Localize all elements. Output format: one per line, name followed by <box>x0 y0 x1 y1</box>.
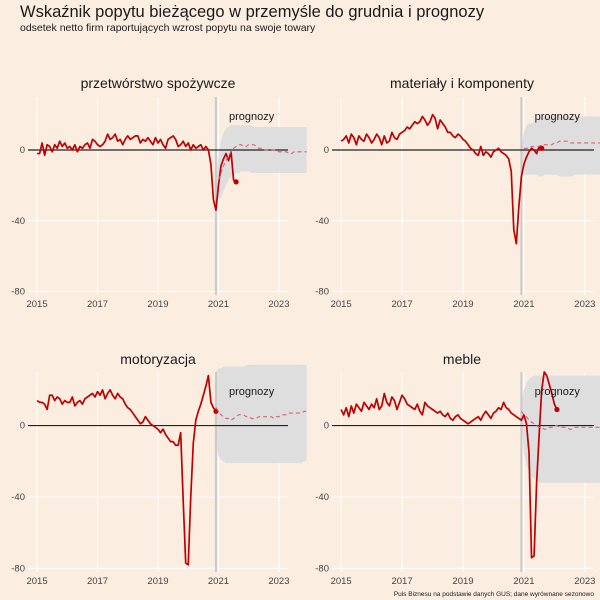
x-tick-label: 2021 <box>513 576 534 587</box>
x-tick-label: 2015 <box>26 576 47 587</box>
panel-title: meble <box>443 351 481 367</box>
x-tick-label: 2017 <box>87 576 108 587</box>
history-line <box>37 133 237 211</box>
forecast-label: prognozy <box>229 111 275 123</box>
forecast-label: prognozy <box>229 386 275 398</box>
x-tick-label: 2015 <box>26 299 47 310</box>
forecast-band <box>215 364 307 464</box>
subtitle: odsetek netto firm raportujących wzrost … <box>20 22 316 34</box>
x-tick-label: 2021 <box>513 299 534 310</box>
y-tick-label: -80 <box>315 286 329 297</box>
history-line <box>36 374 217 566</box>
y-tick-label: -80 <box>315 563 329 574</box>
y-tick-label: 0 <box>20 421 25 432</box>
panel-2: materiały i komponentyprognozy0-40-80201… <box>315 75 600 310</box>
y-tick-label: -80 <box>11 286 25 297</box>
forecast-line <box>520 410 600 430</box>
y-tick-label: -80 <box>11 563 25 574</box>
x-tick-label: 2015 <box>331 576 352 587</box>
x-tick-label: 2021 <box>208 299 229 310</box>
x-tick-label: 2023 <box>268 576 289 587</box>
x-tick-label: 2019 <box>147 299 168 310</box>
y-tick-label: 0 <box>324 421 329 432</box>
x-tick-label: 2023 <box>574 576 595 587</box>
forecast-band <box>521 114 600 177</box>
x-tick-label: 2017 <box>391 299 412 310</box>
x-tick-label: 2021 <box>208 576 229 587</box>
y-tick-label: 0 <box>20 145 25 156</box>
x-tick-label: 2023 <box>574 299 595 310</box>
x-tick-label: 2019 <box>452 576 473 587</box>
panel-1: przetwórstwo spożywczeprognozy0-40-80201… <box>11 75 307 310</box>
y-tick-label: -40 <box>11 492 25 503</box>
last-point <box>233 179 239 185</box>
x-tick-label: 2017 <box>87 299 108 310</box>
forecast-label: prognozy <box>535 111 581 123</box>
x-tick-label: 2019 <box>452 299 473 310</box>
forecast-line <box>217 144 307 181</box>
y-tick-label: -40 <box>11 216 25 227</box>
panel-title: motoryzacja <box>120 351 196 367</box>
source-note: Puls Biznesu na podstawie danych GUS; da… <box>393 591 594 598</box>
panel-title: materiały i komponenty <box>390 75 534 91</box>
y-tick-label: -40 <box>315 216 329 227</box>
forecast-line <box>215 407 307 421</box>
history-line <box>340 113 543 245</box>
y-tick-label: 0 <box>324 145 329 156</box>
x-tick-label: 2017 <box>391 576 412 587</box>
panel-title: przetwórstwo spożywcze <box>81 75 236 91</box>
forecast-label: prognozy <box>535 386 581 398</box>
x-tick-label: 2019 <box>147 576 168 587</box>
last-point <box>554 406 560 413</box>
forecast-band <box>215 125 307 200</box>
history-line <box>340 371 558 559</box>
forecast-line <box>523 140 600 149</box>
last-point <box>539 145 545 151</box>
main-title: Wskaźnik popytu bieżącego w przemyśle do… <box>20 3 485 21</box>
x-tick-label: 2023 <box>268 299 289 310</box>
x-tick-label: 2015 <box>331 299 352 310</box>
y-tick-label: -40 <box>315 492 329 503</box>
